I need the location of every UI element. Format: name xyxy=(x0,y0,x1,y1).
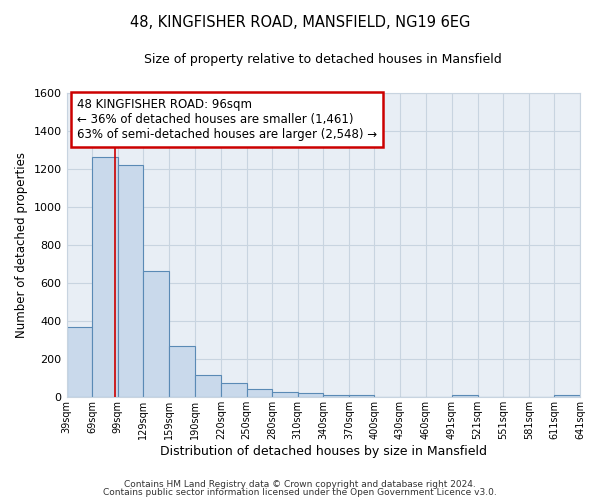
Bar xyxy=(272,392,298,397)
Bar xyxy=(221,382,247,397)
Bar xyxy=(67,326,92,397)
Bar xyxy=(554,395,580,397)
Title: Size of property relative to detached houses in Mansfield: Size of property relative to detached ho… xyxy=(145,52,502,66)
Text: Contains public sector information licensed under the Open Government Licence v3: Contains public sector information licen… xyxy=(103,488,497,497)
Bar xyxy=(298,393,323,397)
Bar xyxy=(118,165,143,397)
Bar xyxy=(169,346,196,397)
Bar xyxy=(452,395,478,397)
Bar xyxy=(349,395,374,397)
X-axis label: Distribution of detached houses by size in Mansfield: Distribution of detached houses by size … xyxy=(160,444,487,458)
Y-axis label: Number of detached properties: Number of detached properties xyxy=(15,152,28,338)
Bar xyxy=(323,395,349,397)
Bar xyxy=(92,156,118,397)
Bar xyxy=(196,375,221,397)
Bar xyxy=(247,389,272,397)
Text: Contains HM Land Registry data © Crown copyright and database right 2024.: Contains HM Land Registry data © Crown c… xyxy=(124,480,476,489)
Text: 48 KINGFISHER ROAD: 96sqm
← 36% of detached houses are smaller (1,461)
63% of se: 48 KINGFISHER ROAD: 96sqm ← 36% of detac… xyxy=(77,98,377,140)
Bar xyxy=(143,270,169,397)
Text: 48, KINGFISHER ROAD, MANSFIELD, NG19 6EG: 48, KINGFISHER ROAD, MANSFIELD, NG19 6EG xyxy=(130,15,470,30)
